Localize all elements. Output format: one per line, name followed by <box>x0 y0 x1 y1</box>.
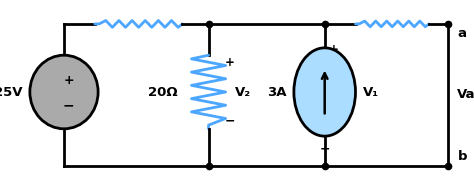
Text: V₁: V₁ <box>363 86 379 98</box>
Text: +: + <box>328 43 338 56</box>
Text: Vab: Vab <box>457 88 474 101</box>
Text: 3A: 3A <box>267 86 287 98</box>
Text: 20Ω: 20Ω <box>148 86 178 98</box>
Text: b: b <box>457 150 467 163</box>
Ellipse shape <box>30 55 98 129</box>
Text: 25V: 25V <box>0 86 23 98</box>
Text: V₂: V₂ <box>235 86 251 98</box>
Text: −: − <box>63 98 74 112</box>
Ellipse shape <box>294 48 356 136</box>
Text: −: − <box>225 115 235 128</box>
Text: a: a <box>457 27 466 40</box>
Text: +: + <box>64 74 74 86</box>
Text: −: − <box>319 143 330 155</box>
Text: +: + <box>225 56 235 69</box>
